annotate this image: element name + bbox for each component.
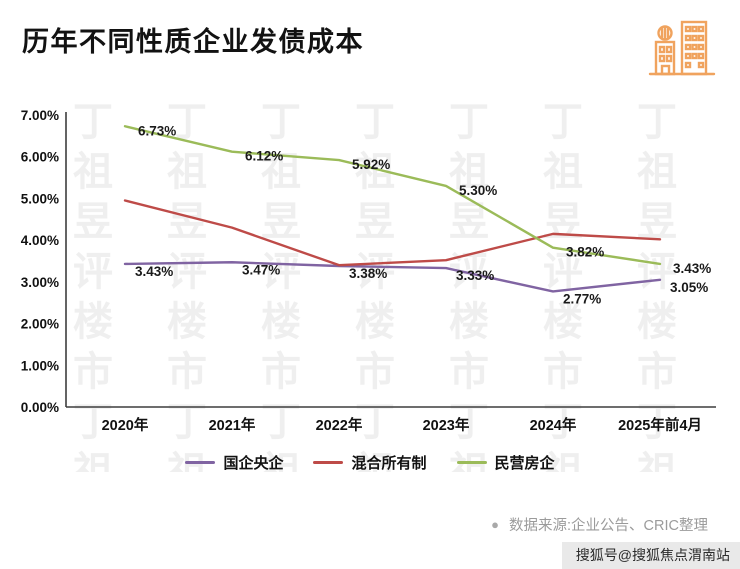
building-icon-svg [648, 20, 716, 76]
y-axis-tick-label: 1.00% [21, 358, 59, 373]
x-axis-category-label: 2025年前4月 [618, 416, 702, 434]
y-axis-tick-label: 6.00% [21, 150, 59, 165]
data-label: 3.47% [242, 262, 280, 277]
line-series-2 [123, 125, 662, 266]
background-watermark: 丁祖昱评楼市丁祖昱评楼市 [349, 100, 393, 472]
background-watermark: 丁祖昱评楼市丁祖昱评楼市 [67, 100, 111, 472]
x-axis-category-label: 2022年 [316, 416, 363, 434]
page-title: 历年不同性质企业发债成本 [22, 27, 364, 57]
legend-label: 民营房企 [494, 455, 555, 472]
background-watermark: 丁祖昱评楼市丁祖昱评楼市 [537, 100, 581, 472]
chart-legend: 国企央企 混合所有制 民营房企 [0, 452, 740, 473]
line-series-0 [123, 261, 662, 293]
y-axis-tick-label: 7.00% [21, 108, 59, 123]
legend-label: 国企央企 [223, 455, 284, 472]
data-label: 3.33% [456, 268, 494, 283]
data-label: 3.43% [673, 261, 711, 276]
legend-line-swatch [185, 460, 216, 465]
source-bullet-icon: ● [491, 517, 500, 532]
source-text: 数据来源:企业公告、CRIC整理 [509, 518, 708, 534]
x-axis-category-label: 2024年 [530, 416, 577, 434]
background-watermark: 丁祖昱评楼市丁祖昱评楼市 [255, 100, 299, 472]
data-label: 5.92% [352, 157, 390, 172]
data-label: 6.73% [138, 123, 176, 138]
background-watermark: 丁祖昱评楼市丁祖昱评楼市 [161, 100, 205, 472]
data-label: 3.05% [670, 280, 708, 295]
background-watermark: 丁祖昱评楼市丁祖昱评楼市 [443, 100, 487, 472]
y-axis-tick-label: 5.00% [21, 191, 59, 206]
y-axis-tick-label: 2.00% [21, 317, 59, 332]
publisher-watermark: 搜狐号@搜狐焦点渭南站 [561, 542, 740, 569]
legend-item-1: 混合所有制 [313, 452, 427, 473]
data-label: 5.30% [459, 183, 497, 198]
x-axis-category-label: 2020年 [102, 416, 149, 434]
data-label: 3.43% [135, 264, 173, 279]
data-label: 6.12% [245, 149, 283, 164]
building-icon [644, 8, 718, 82]
legend-line-swatch [456, 460, 487, 465]
legend-line-swatch [313, 460, 344, 465]
x-axis-category-label: 2023年 [423, 416, 470, 434]
data-label: 2.77% [563, 291, 601, 306]
chart-svg: 0.00% 1.00% 2.00% 3.00% 4.00% 5.00% 6.00% 7.00%… [21, 108, 716, 434]
bond-cost-line-chart: 0.00% 1.00% 2.00% 3.00% 4.00% 5.00% 6.00% 7.00%… [18, 98, 720, 438]
background-watermark: 丁祖昱评楼市丁祖昱评楼市 [631, 100, 675, 472]
y-axis-tick-label: 4.00% [21, 233, 59, 248]
data-source-note: ● 数据来源:企业公告、CRIC整理 [491, 514, 708, 535]
x-axis-category-label: 2021年 [209, 416, 256, 434]
legend-item-0: 国企央企 [185, 452, 283, 473]
y-axis-tick-label: 3.00% [21, 275, 59, 290]
data-label: 3.82% [566, 245, 604, 260]
line-series-1 [123, 199, 662, 267]
y-axis-tick-label: 0.00% [21, 400, 59, 415]
legend-item-2: 民营房企 [456, 452, 555, 473]
data-label: 3.38% [349, 266, 387, 281]
legend-label: 混合所有制 [351, 455, 427, 472]
